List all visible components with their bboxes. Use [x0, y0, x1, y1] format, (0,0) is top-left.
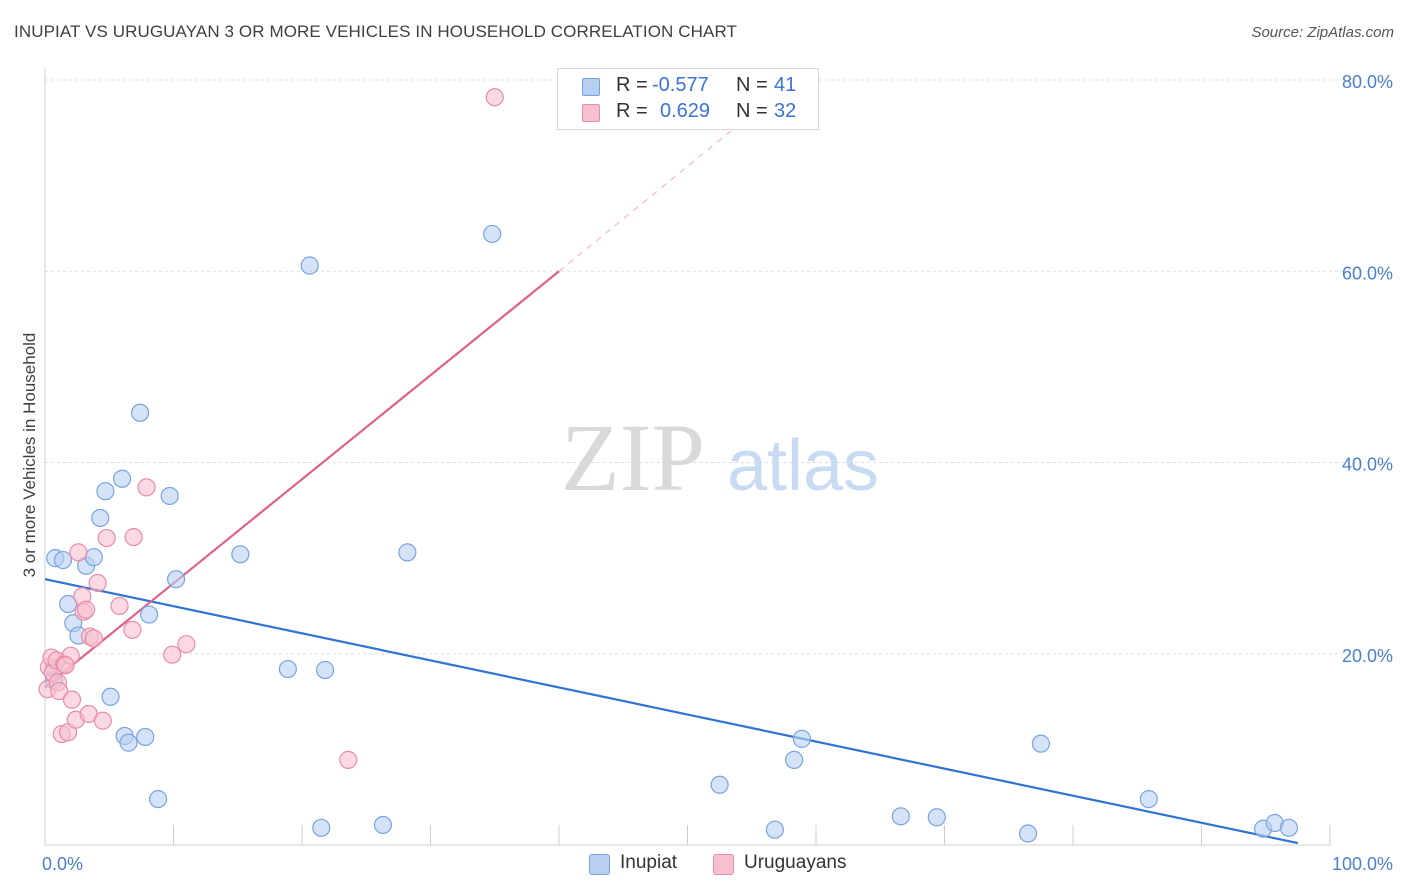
point-uruguayans-22	[97, 528, 116, 548]
legend-n-label-uruguayans: N =	[736, 100, 768, 122]
points-layer	[38, 88, 1298, 843]
bottom-legend-label-inupiat: Inupiat	[620, 852, 678, 873]
point-inupiat-15	[130, 403, 150, 422]
point-inupiat-12	[112, 469, 132, 488]
labels-layer: 20.0% 40.0% 60.0% 80.0% 0.0% 100.0% 3 or more …	[20, 72, 1393, 874]
point-inupiat-16	[136, 727, 155, 747]
point-inupiat-31	[785, 750, 804, 769]
watermark-zip: ZIP	[561, 404, 705, 511]
point-uruguayans-28	[177, 635, 196, 654]
point-uruguayans-20	[88, 573, 107, 593]
point-inupiat-14	[119, 733, 138, 752]
point-uruguayans-24	[123, 620, 142, 639]
point-uruguayans-19	[84, 629, 103, 648]
point-uruguayans-30	[485, 88, 504, 107]
axis-layer	[44, 68, 1331, 846]
trendline-inupiat	[44, 578, 1299, 845]
point-inupiat-17	[139, 605, 159, 624]
point-inupiat-19	[160, 486, 179, 506]
point-inupiat-11	[101, 687, 120, 706]
point-uruguayans-16	[77, 600, 96, 619]
watermark-atlas: atlas	[727, 426, 879, 506]
point-uruguayans-11	[62, 690, 82, 709]
point-inupiat-28	[483, 224, 502, 244]
point-uruguayans-23	[110, 596, 129, 616]
point-inupiat-34	[927, 808, 946, 827]
point-uruguayans-13	[69, 543, 88, 562]
y-tick-label-60: 60.0%	[1342, 263, 1393, 283]
x-tick-label-100: 100.0%	[1332, 854, 1393, 874]
legend-swatch-uruguayans	[582, 104, 600, 122]
y-axis-label: 3 or more Vehicles in Household	[20, 333, 39, 578]
trendline-uruguayans	[44, 270, 560, 689]
legend-swatch-inupiat	[582, 78, 600, 96]
chart-title: INUPIAT VS URUGUAYAN 3 OR MORE VEHICLES …	[14, 22, 738, 41]
bottom-legend-label-uruguayans: Uruguayans	[744, 852, 847, 873]
y-tick-label-80: 80.0%	[1342, 72, 1393, 92]
point-uruguayans-27	[163, 645, 182, 664]
point-inupiat-22	[278, 659, 297, 679]
point-inupiat-10	[96, 482, 115, 501]
point-uruguayans-21	[93, 711, 112, 730]
legend-n-label-inupiat: N =	[736, 74, 768, 96]
legend-r-label-inupiat: R =	[616, 74, 648, 96]
point-inupiat-3	[53, 550, 73, 570]
watermark: ZIP atlas	[561, 404, 879, 511]
point-uruguayans-26	[137, 478, 156, 497]
point-uruguayans-25	[124, 527, 143, 547]
point-inupiat-35	[1018, 824, 1038, 843]
legend-r-label-uruguayans: R =	[616, 100, 648, 122]
y-tick-label-40: 40.0%	[1342, 455, 1393, 475]
stats-legend: R = -0.577 N = 41 R = 0.629 N = 32	[557, 68, 819, 130]
point-inupiat-21	[231, 545, 250, 564]
point-inupiat-18	[148, 789, 168, 809]
y-tick-label-20: 20.0%	[1342, 646, 1393, 666]
point-inupiat-9	[91, 508, 110, 528]
bottom-legend-swatch-inupiat	[589, 854, 610, 875]
point-inupiat-40	[1279, 818, 1298, 837]
point-uruguayans-29	[339, 750, 358, 769]
point-inupiat-20	[166, 570, 186, 589]
grid-layer	[45, 79, 1390, 655]
x-tick-label-0: 0.0%	[42, 854, 83, 874]
legend-r-value-uruguayans: 0.629	[660, 100, 711, 122]
point-inupiat-30	[765, 820, 784, 839]
point-uruguayans-31	[56, 656, 75, 675]
point-inupiat-25	[316, 660, 335, 680]
point-inupiat-29	[710, 775, 729, 794]
trendline-extension-uruguayans	[558, 129, 733, 272]
point-inupiat-32	[792, 729, 811, 748]
point-inupiat-26	[373, 815, 393, 835]
point-inupiat-8	[84, 548, 103, 567]
legend-r-value-inupiat: -0.577	[652, 74, 709, 96]
point-inupiat-24	[312, 818, 331, 837]
trend-layer	[44, 129, 1299, 845]
point-inupiat-37	[1139, 789, 1158, 809]
point-inupiat-27	[398, 543, 417, 562]
point-inupiat-23	[300, 256, 319, 275]
legend-n-value-inupiat: 41	[774, 74, 797, 96]
chart-source: Source: ZipAtlas.com	[1251, 24, 1394, 41]
point-uruguayans-6	[50, 681, 69, 701]
point-inupiat-33	[891, 807, 910, 826]
point-inupiat-36	[1031, 734, 1050, 753]
legend-n-value-uruguayans: 32	[774, 100, 797, 122]
point-inupiat-4	[59, 594, 78, 614]
bottom-legend-swatch-uruguayans	[713, 854, 734, 875]
